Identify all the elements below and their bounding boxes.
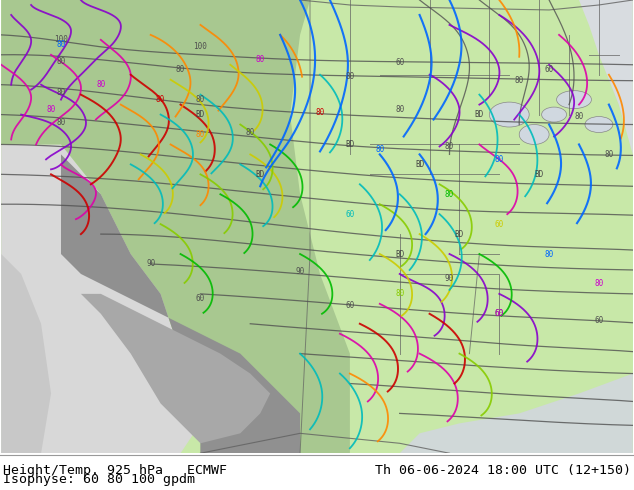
Ellipse shape [489,102,529,127]
Text: 60: 60 [594,316,604,325]
Text: 80: 80 [56,88,65,97]
Text: BD: BD [346,140,354,149]
Text: 80: 80 [196,95,205,104]
Ellipse shape [541,107,567,122]
Text: 80: 80 [245,128,255,137]
Text: Th 06-06-2024 18:00 UTC (12+150): Th 06-06-2024 18:00 UTC (12+150) [375,464,631,477]
Text: BD: BD [256,170,265,179]
Polygon shape [1,145,200,453]
Text: 80: 80 [545,249,553,259]
Text: 80: 80 [515,76,524,85]
Polygon shape [1,254,51,453]
Text: BD: BD [196,110,205,119]
Text: 80: 80 [445,190,454,199]
Text: 90: 90 [445,274,454,283]
Polygon shape [1,0,350,453]
Text: 80: 80 [315,108,325,117]
Text: 80: 80 [445,142,454,151]
Text: BD: BD [534,170,544,179]
Polygon shape [399,373,633,453]
Text: 80: 80 [495,155,504,164]
Text: 80: 80 [196,130,205,139]
Polygon shape [81,294,270,443]
Text: Height/Temp. 925 hPa   ECMWF: Height/Temp. 925 hPa ECMWF [3,464,227,477]
Text: 80: 80 [56,40,65,49]
Text: BD: BD [475,110,484,119]
Polygon shape [579,0,633,154]
Text: 60: 60 [495,309,504,318]
Text: 80: 80 [375,145,384,154]
Text: 60: 60 [495,309,504,318]
Text: BD: BD [415,160,424,169]
Text: 60: 60 [346,210,354,219]
Text: 80: 80 [346,72,354,81]
Text: 80: 80 [96,80,105,89]
Text: 60: 60 [395,58,404,67]
Text: 80: 80 [395,105,404,114]
Text: 90: 90 [295,268,305,276]
Text: 80: 80 [604,150,614,159]
Text: 80: 80 [594,279,604,289]
Text: 80: 80 [156,95,165,104]
Text: 60: 60 [196,294,205,303]
Text: BD: BD [395,249,404,259]
Text: 80: 80 [56,118,65,127]
Text: 80: 80 [56,57,65,66]
Text: 100: 100 [193,42,207,51]
Text: Isophyse: 60 80 100 gpdm: Isophyse: 60 80 100 gpdm [3,472,195,486]
Text: BD: BD [455,230,464,239]
Text: 60: 60 [495,220,504,229]
Ellipse shape [585,117,613,132]
Text: 80: 80 [574,112,584,121]
Text: 90: 90 [146,260,155,269]
Text: 60: 60 [545,65,553,74]
Text: 80: 80 [395,290,404,298]
Text: 100: 100 [54,35,68,45]
Ellipse shape [519,124,549,145]
Text: 80: 80 [256,55,265,64]
Text: 60: 60 [346,301,354,310]
Text: 80: 80 [176,65,185,74]
Ellipse shape [557,91,592,109]
Polygon shape [61,154,300,453]
Text: 80: 80 [46,105,56,114]
